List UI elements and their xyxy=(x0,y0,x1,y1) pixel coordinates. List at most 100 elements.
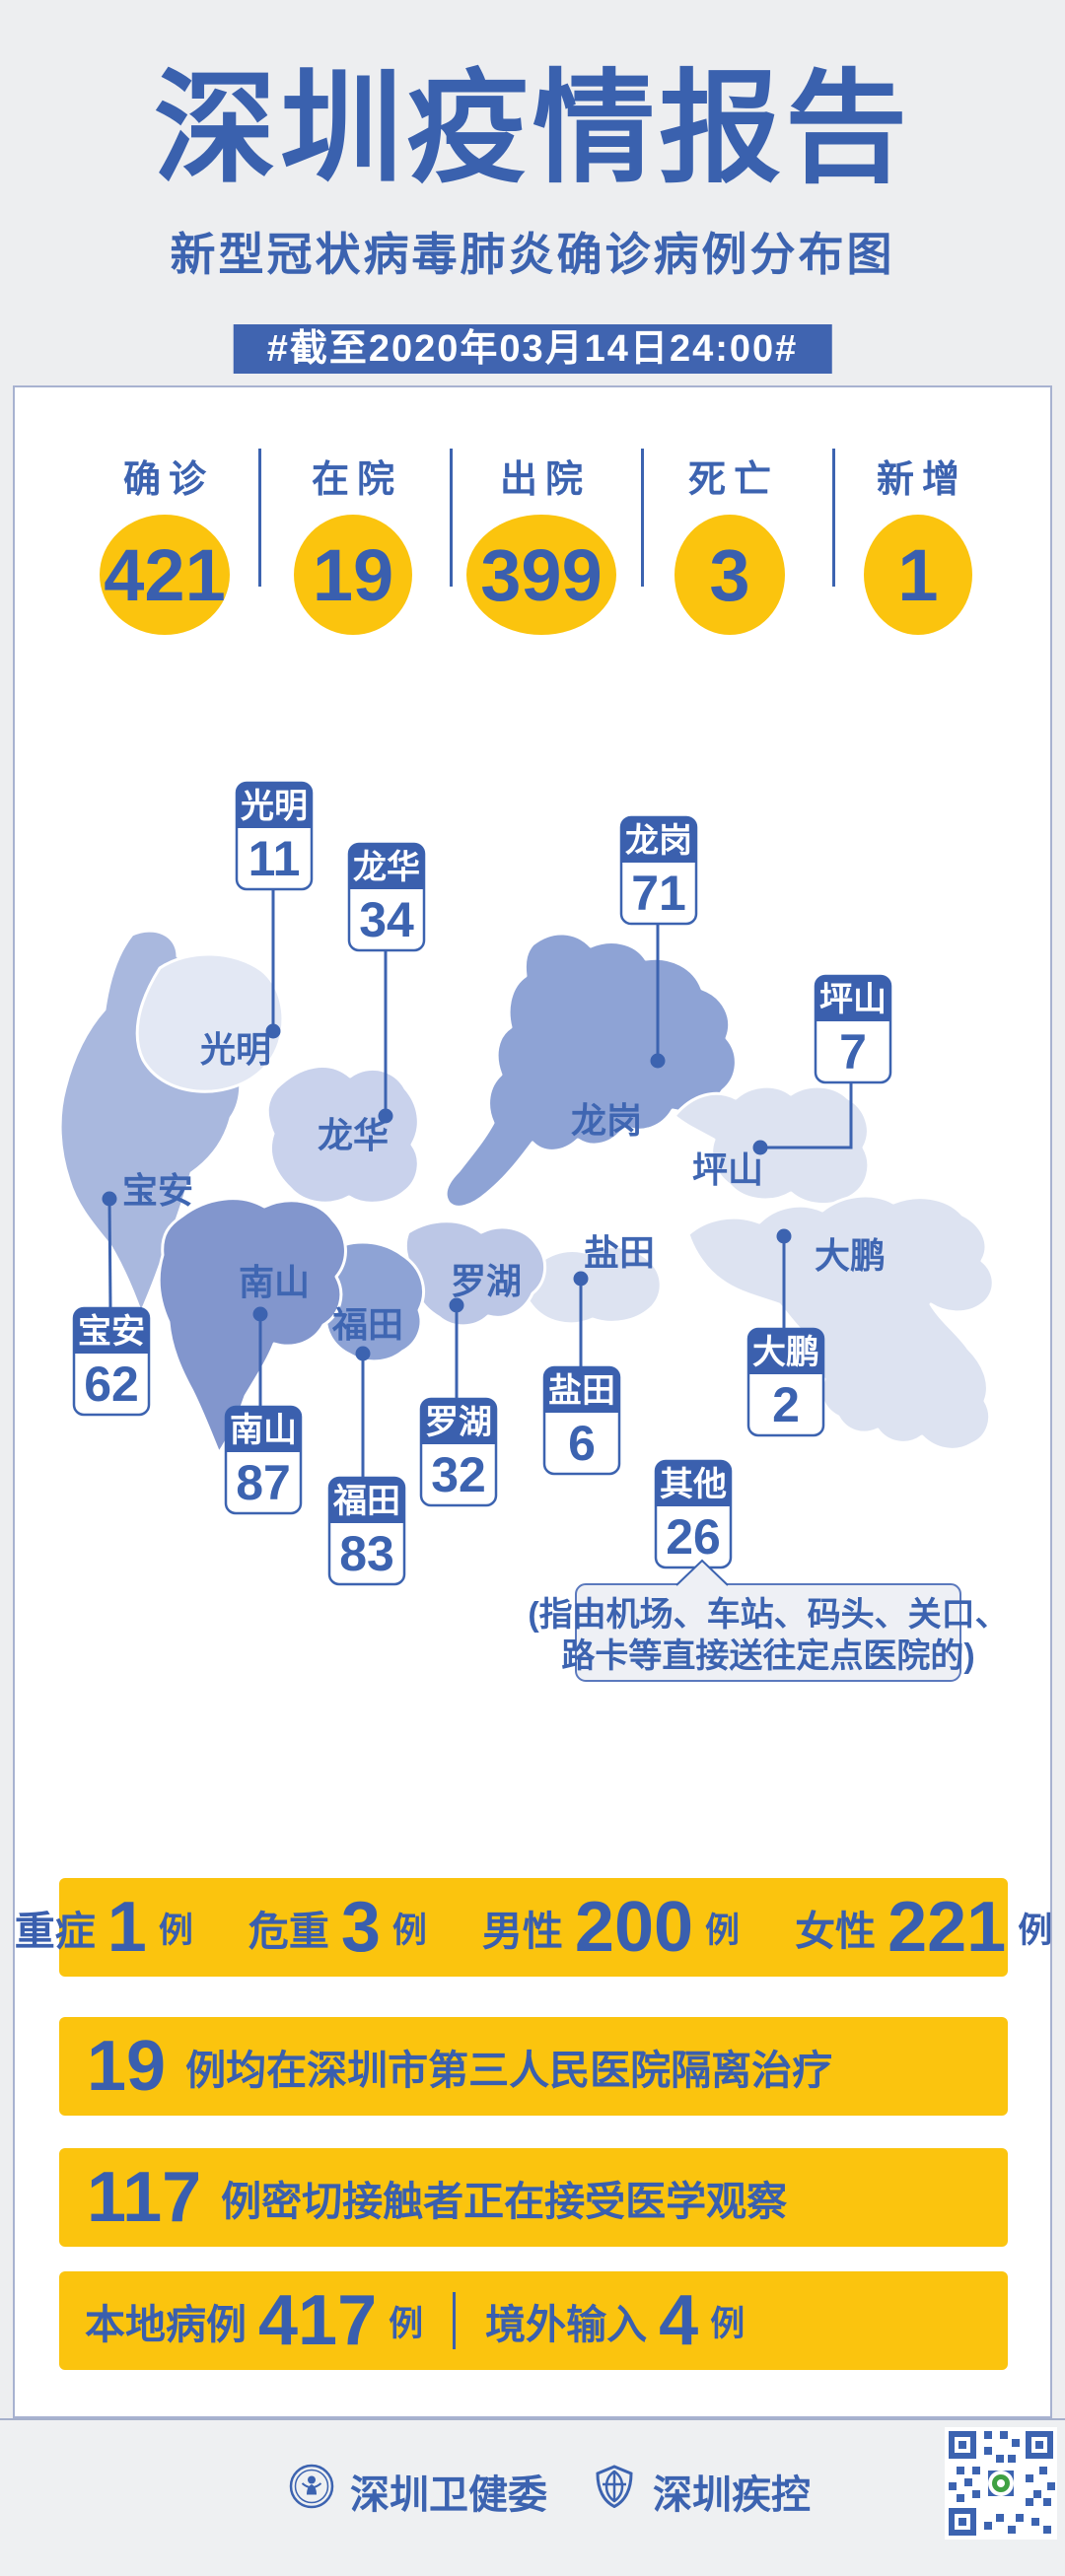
map-dot-luohu xyxy=(449,1297,464,1313)
connector-baoan xyxy=(107,1198,112,1309)
region-longgang xyxy=(444,932,738,1209)
tag-futian: 福田 83 xyxy=(327,1476,406,1586)
tag-dapeng: 大鹏 2 xyxy=(746,1327,825,1437)
region-guangming xyxy=(135,952,285,1093)
page-subtitle: 新型冠状病毒肺炎确诊病例分布图 xyxy=(170,229,895,280)
tag-pingshan: 坪山 7 xyxy=(814,974,892,1084)
date-banner: #截至2020年03月14日24:00# xyxy=(233,324,832,374)
severity-value: 221 xyxy=(888,1888,1007,1967)
region-yantian xyxy=(522,1244,663,1326)
stat-divider xyxy=(258,449,261,587)
origin-group: 境外输入 4 例 xyxy=(485,2280,745,2361)
map-label-dapeng: 大鹏 xyxy=(815,1235,886,1276)
note-line-2: 路卡等直接送往定点医院的) xyxy=(561,1636,974,1675)
map-label-futian: 福田 xyxy=(331,1304,403,1345)
region-longhua xyxy=(265,1065,420,1205)
tag-name: 罗湖 xyxy=(425,1404,492,1441)
stat-circle: 1 xyxy=(864,515,972,635)
org-cdc: 深圳疾控 xyxy=(592,2463,811,2520)
severity-unit: 例 xyxy=(1018,1911,1053,1950)
map-dot-longgang xyxy=(650,1053,666,1069)
stat-value: 399 xyxy=(480,533,603,616)
tag-name: 龙华 xyxy=(353,849,420,886)
severity-label: 危重 xyxy=(248,1909,329,1954)
region-nanshan xyxy=(157,1197,347,1455)
map-label-nanshan: 南山 xyxy=(239,1262,310,1302)
map-label-guangming: 光明 xyxy=(200,1029,271,1070)
tag-nanshan: 南山 87 xyxy=(224,1405,303,1515)
map-label-longgang: 龙岗 xyxy=(571,1100,642,1141)
origin-bar: 本地病例 417 例 境外输入 4 例 xyxy=(59,2271,1008,2370)
tag-name: 盐田 xyxy=(548,1372,615,1410)
map-dot-pingshan xyxy=(752,1140,768,1155)
stat-discharged: 出院 399 xyxy=(448,449,635,635)
tag-name: 坪山 xyxy=(819,981,887,1018)
tag-cases: 7 xyxy=(839,1024,867,1079)
stat-value: 1 xyxy=(897,533,939,616)
org-health-commission: 深圳卫健委 xyxy=(289,2463,547,2520)
tag-name: 福田 xyxy=(332,1483,400,1520)
observation-bar: 117 例密切接触者正在接受医学观察 xyxy=(59,2148,1008,2247)
tag-yantian: 盐田 6 xyxy=(542,1365,621,1476)
tag-guangming: 光明 11 xyxy=(235,781,314,891)
origin-group: 本地病例 417 例 xyxy=(85,2280,423,2361)
tag-name: 南山 xyxy=(230,1412,297,1449)
footer xyxy=(0,2418,1065,2576)
origin-value: 417 xyxy=(258,2281,378,2360)
map-label-yantian: 盐田 xyxy=(584,1232,655,1273)
map-dot-futian xyxy=(355,1346,371,1361)
severity-value: 1 xyxy=(106,1888,147,1967)
region-pingshan xyxy=(673,1084,871,1207)
tag-name: 其他 xyxy=(660,1466,727,1503)
stat-deaths: 死亡 3 xyxy=(636,449,823,635)
map-dot-dapeng xyxy=(776,1228,792,1244)
tag-cases: 62 xyxy=(84,1357,139,1412)
org-label: 深圳卫健委 xyxy=(350,2473,547,2517)
note-line-1: (指由机场、车站、码头、关口、 xyxy=(528,1596,1008,1634)
map-dot-longhua xyxy=(378,1108,393,1124)
tag-longgang: 龙岗 71 xyxy=(619,815,698,926)
tag-cases: 11 xyxy=(248,831,301,886)
connector-pingshan xyxy=(760,1083,853,1149)
origin-unit: 例 xyxy=(389,2304,424,2343)
stat-confirmed: 确诊 421 xyxy=(71,449,258,635)
stat-label: 新增 xyxy=(876,459,967,501)
stat-new: 新增 1 xyxy=(824,449,1012,635)
stat-circle: 3 xyxy=(674,515,785,635)
tag-cases: 87 xyxy=(236,1455,291,1510)
shenzhen-district-map: 光明 龙华 龙岗 坪山 宝安 南山 福田 罗湖 盐田 大鹏 xyxy=(58,781,1009,1682)
health-commission-logo-icon xyxy=(289,2464,334,2519)
severity-value: 200 xyxy=(574,1888,694,1967)
tag-cases: 2 xyxy=(772,1377,800,1432)
other-note-bubble: (指由机场、车站、码头、关口、 路卡等直接送往定点医院的) xyxy=(528,1559,1009,1682)
severity-group: 男性 200 例 xyxy=(482,1887,740,1968)
tag-luohu: 罗湖 32 xyxy=(419,1397,498,1507)
severity-group: 女性 221 例 xyxy=(795,1887,1052,1968)
origin-label: 本地病例 xyxy=(85,2302,247,2347)
stat-label: 死亡 xyxy=(687,459,779,501)
map-label-longhua: 龙华 xyxy=(318,1115,389,1155)
tag-other: 其他 26 xyxy=(654,1459,733,1569)
hospital-bar: 19 例均在深圳市第三人民医院隔离治疗 xyxy=(59,2017,1008,2116)
tag-name: 宝安 xyxy=(78,1313,145,1351)
map-label-baoan: 宝安 xyxy=(122,1170,193,1211)
stat-divider xyxy=(641,449,644,587)
stat-circle: 19 xyxy=(294,515,412,635)
severity-unit: 例 xyxy=(705,1911,741,1950)
origin-value: 4 xyxy=(659,2281,699,2360)
origin-label: 境外输入 xyxy=(485,2302,648,2347)
tag-cases: 71 xyxy=(631,866,686,921)
observation-value: 117 xyxy=(87,2158,202,2237)
tag-cases: 6 xyxy=(568,1416,596,1471)
severity-group: 重症 1 例 xyxy=(15,1887,193,1968)
stat-value: 421 xyxy=(104,533,226,616)
severity-value: 3 xyxy=(340,1888,381,1967)
stat-divider xyxy=(450,449,453,587)
stat-value: 3 xyxy=(709,533,750,616)
hospital-text: 例均在深圳市第三人民医院隔离治疗 xyxy=(185,2048,833,2093)
map-dot-yantian xyxy=(573,1271,589,1287)
map-label-pingshan: 坪山 xyxy=(692,1149,763,1190)
map-dot-guangming xyxy=(265,1023,281,1039)
tag-baoan: 宝安 62 xyxy=(72,1306,151,1417)
tag-cases: 26 xyxy=(666,1509,721,1565)
